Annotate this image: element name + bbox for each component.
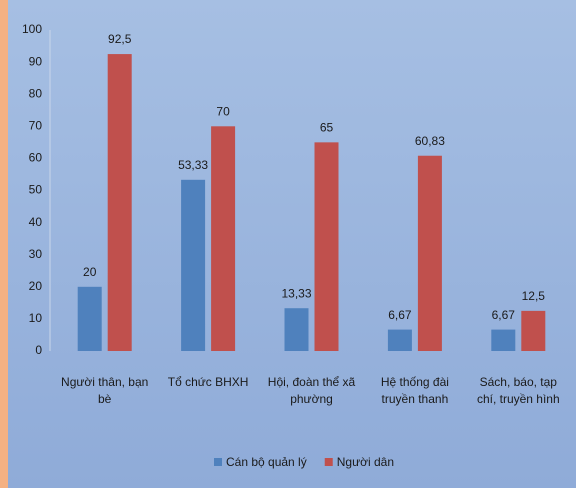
y-tick-label: 90	[29, 54, 43, 68]
x-tick-label: Sách, báo, tạp chí, truyền hình	[476, 375, 560, 406]
bar	[284, 308, 309, 351]
y-tick-label: 30	[29, 247, 43, 261]
value-label: 12,5	[522, 289, 546, 303]
bar	[107, 54, 132, 351]
bar	[417, 155, 442, 351]
side-strip	[0, 0, 8, 488]
value-label: 70	[216, 104, 230, 118]
y-tick-label: 100	[22, 22, 42, 36]
y-tick-label: 20	[29, 279, 43, 293]
legend-label: Người dân	[337, 455, 394, 469]
y-tick-label: 70	[29, 118, 43, 132]
x-tick-label: Hội, đoàn thể xã phường	[267, 375, 356, 406]
bar	[314, 142, 339, 351]
value-label: 6,67	[388, 308, 412, 322]
x-tick-label: Hệ thống đài truyền thanh	[380, 375, 449, 406]
bar	[491, 329, 516, 351]
bar	[77, 286, 102, 351]
bar	[181, 179, 206, 351]
value-label: 92,5	[108, 32, 132, 46]
y-tick-label: 40	[29, 215, 43, 229]
y-tick-label: 50	[29, 183, 43, 197]
bar	[521, 310, 546, 351]
legend-swatch	[214, 458, 222, 466]
legend-label: Cán bộ quản lý	[226, 455, 307, 469]
value-label: 13,33	[281, 286, 311, 300]
value-label: 6,67	[492, 308, 516, 322]
y-tick-label: 60	[29, 151, 43, 165]
legend-swatch	[324, 458, 333, 466]
bar	[211, 126, 236, 351]
y-tick-label: 0	[35, 343, 42, 357]
value-label: 20	[83, 265, 97, 279]
y-tick-label: 80	[29, 86, 43, 100]
bar	[387, 329, 412, 351]
value-label: 65	[320, 121, 334, 135]
y-tick-label: 10	[29, 311, 43, 325]
x-tick-label: Tổ chức BHXH	[167, 375, 249, 389]
value-label: 60,83	[415, 134, 445, 148]
x-tick-label: Người thân, bạn bè	[61, 375, 149, 406]
value-label: 53,33	[178, 158, 208, 172]
